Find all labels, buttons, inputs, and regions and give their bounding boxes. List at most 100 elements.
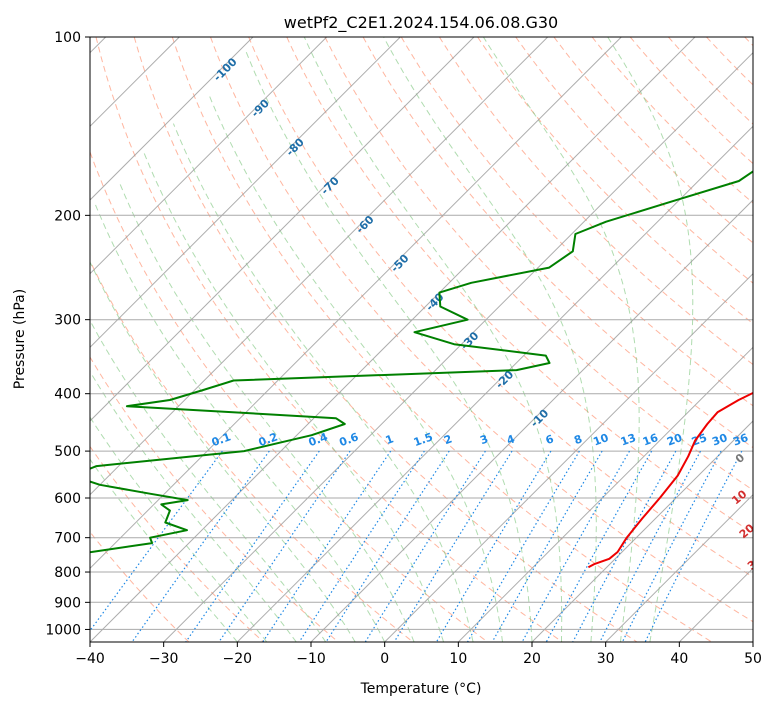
mixing-ratio-label: 0.1	[210, 430, 233, 449]
dry-adiabat-line	[90, 531, 190, 642]
dry-adiabat-line	[248, 37, 753, 578]
dry-adiabat-line	[210, 37, 753, 623]
isotherm-line	[90, 37, 328, 275]
mixing-ratio-line	[90, 450, 223, 632]
isotherm-line	[90, 37, 401, 349]
dry-adiabat-line	[90, 356, 339, 642]
x-tick-label: −30	[149, 651, 179, 667]
chart-title: wetPf2_C2E1.2024.154.06.08.G30	[284, 13, 558, 33]
sounding-profiles	[90, 170, 753, 569]
x-tick-label: 50	[744, 651, 762, 667]
x-tick-label: 0	[380, 651, 389, 667]
mixing-ratio-line	[644, 450, 743, 642]
y-tick-label: 300	[54, 313, 81, 329]
isotherm-line	[310, 199, 753, 642]
dry-adiabat-line	[171, 37, 712, 642]
mixing-ratio-label: 6	[544, 432, 556, 447]
moist-adiabat-line	[90, 370, 297, 642]
moist-adiabat-line	[244, 49, 533, 642]
temperature-profile	[587, 391, 753, 569]
isotherm-line	[90, 37, 549, 496]
x-tick-label: −20	[223, 651, 253, 667]
x-axis-label: Temperature (°C)	[360, 681, 482, 697]
isotherm-line	[90, 37, 696, 642]
dewpoint-profile	[90, 170, 753, 554]
y-tick-label: 700	[54, 531, 81, 547]
isotherm-line	[163, 51, 753, 642]
x-tick-label: −10	[296, 651, 326, 667]
dry-adiabats	[90, 37, 753, 642]
dry-adiabat-line	[438, 37, 753, 366]
y-tick-label: 600	[54, 491, 81, 507]
mixing-ratio-line	[572, 450, 677, 642]
moist-adiabat-line	[118, 180, 415, 642]
mixing-ratio-label: 10	[591, 431, 610, 449]
mixing-ratio-label: 1	[384, 432, 396, 447]
mixing-ratio-line	[393, 450, 513, 642]
mixing-ratio-lines	[90, 450, 743, 642]
mixing-ratio-line	[185, 450, 320, 642]
mixing-ratio-line	[599, 450, 702, 642]
x-tick-label: 40	[670, 651, 688, 667]
moist-adiabat-line	[482, 37, 640, 642]
dry-adiabat-line	[90, 445, 264, 642]
y-tick-label: 900	[54, 595, 81, 611]
isotherm-line	[236, 125, 753, 642]
moist-adiabat-line	[90, 416, 268, 642]
y-tick-label: 1000	[45, 622, 81, 638]
x-axis-ticks: −40 −30 −20 −10 0 10 20 30 40 50	[75, 642, 762, 667]
dry-adiabat-line	[591, 37, 753, 204]
isotherm-line	[605, 493, 753, 642]
plot-frame	[89, 36, 754, 643]
mixing-ratio-line	[521, 450, 631, 642]
x-tick-label: 20	[523, 651, 541, 667]
x-tick-label: −40	[75, 651, 105, 667]
mixing-ratio-label: 8	[572, 432, 584, 447]
mixing-ratio-label: 13	[619, 431, 638, 448]
mixing-ratio-line	[545, 450, 653, 642]
isotherm-line	[457, 346, 753, 642]
mixing-ratio-line	[218, 450, 351, 642]
mixing-ratio-label: 1.5	[412, 430, 435, 449]
mixing-ratio-label: 0.6	[338, 430, 361, 449]
y-axis-ticks: 100 200 300 400 500 600 700 800 900 1000	[45, 30, 90, 638]
x-tick-label: 10	[449, 651, 467, 667]
dry-adiabat-line	[286, 37, 753, 534]
mixing-ratio-label: 16	[641, 431, 660, 449]
isotherm-line	[384, 272, 753, 642]
plot-background	[90, 37, 753, 642]
mixing-ratio-label: 3	[478, 432, 490, 447]
dry-adiabat-line	[400, 37, 753, 407]
mixing-ratio-label: 2	[442, 432, 454, 447]
isotherm-line	[752, 641, 753, 642]
y-tick-label: 800	[54, 565, 81, 581]
moist-adiabat-line	[303, 37, 563, 642]
mixing-ratio-label: 36	[731, 431, 750, 449]
moist-adiabat-line	[90, 260, 356, 642]
mixing-ratio-label: 20	[665, 431, 684, 449]
dry-adiabat-line	[553, 37, 753, 244]
mixing-ratio-label: 30	[710, 431, 729, 449]
x-tick-label: 30	[597, 651, 615, 667]
y-tick-label: 500	[54, 444, 81, 460]
isotherms	[90, 37, 753, 642]
dry-adiabat-label: 40	[755, 584, 775, 604]
moist-adiabat-line	[93, 201, 386, 642]
dry-adiabat-label: 30	[745, 553, 765, 573]
isotherm-line	[90, 37, 622, 570]
dry-adiabat-line	[90, 150, 488, 642]
dry-adiabat-line	[133, 37, 638, 642]
mixing-ratio-line	[262, 450, 392, 642]
isotherm-line	[90, 37, 475, 422]
pressure-gridlines	[90, 37, 753, 630]
isotherm-line	[531, 420, 753, 642]
y-tick-label: 400	[54, 387, 81, 403]
mixing-ratio-line	[621, 450, 722, 642]
isotherm-line	[90, 37, 254, 201]
moist-adiabat-line	[607, 37, 694, 642]
mixing-ratio-line	[298, 450, 425, 642]
y-tick-label: 200	[54, 208, 81, 224]
mixing-ratio-line	[491, 450, 603, 642]
moist-adiabat-line	[383, 37, 597, 642]
